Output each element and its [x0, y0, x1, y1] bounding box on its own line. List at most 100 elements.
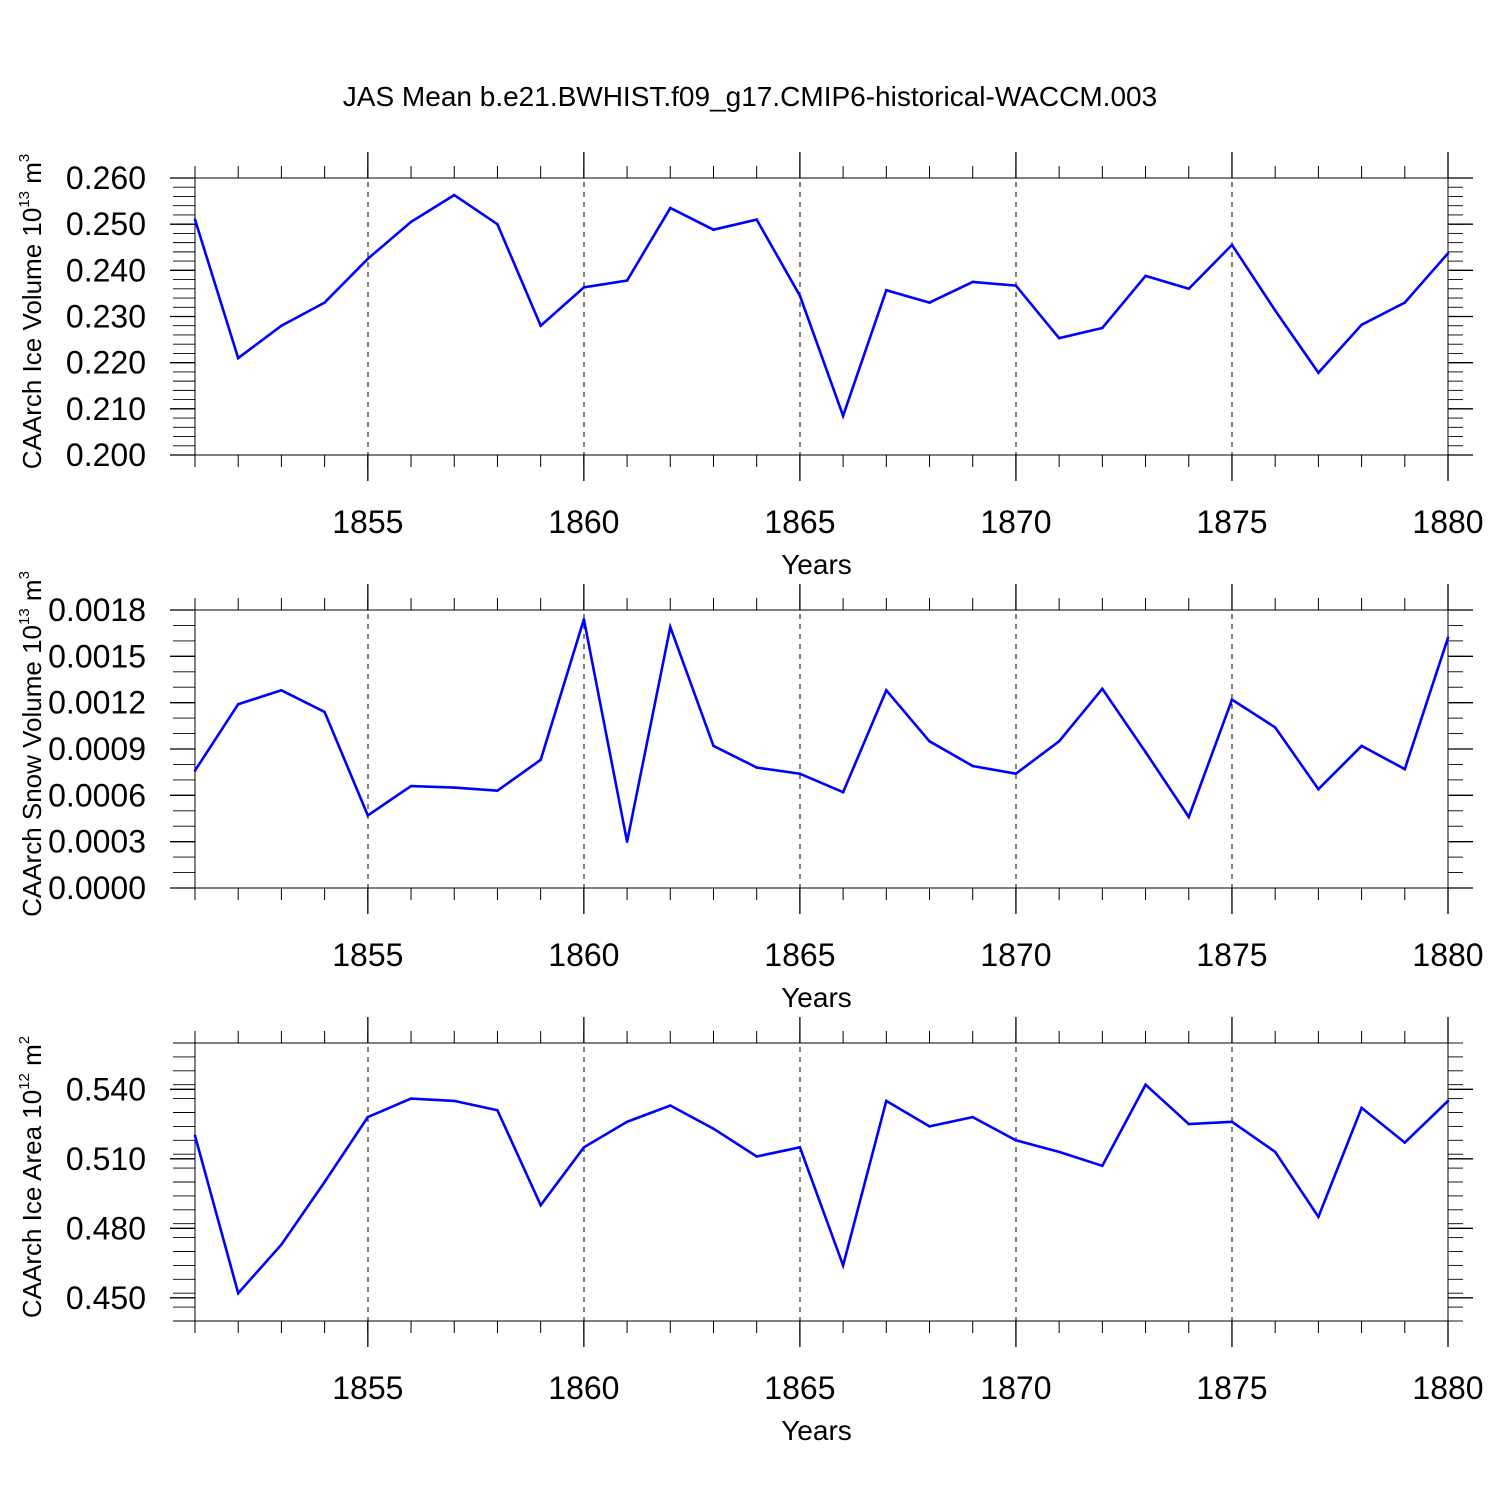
data-point	[280, 324, 283, 328]
y-tick-label: 0.0006	[48, 777, 146, 813]
data-point	[1446, 1099, 1450, 1103]
data-point	[366, 1115, 370, 1119]
x-axis-label: Years	[781, 1415, 852, 1446]
data-point	[1187, 815, 1191, 819]
data-point	[1187, 287, 1191, 291]
series-line-ice_volume	[193, 193, 1449, 420]
data-point	[712, 744, 715, 748]
data-point	[280, 1243, 283, 1246]
data-point	[1230, 243, 1234, 247]
x-tick-label: 1870	[980, 1370, 1051, 1406]
series-line-ice_area	[193, 1082, 1449, 1296]
data-point	[841, 414, 845, 418]
data-point	[366, 257, 370, 261]
data-point	[280, 689, 283, 692]
y-tick-label: 0.240	[66, 252, 146, 288]
y-axis-label-unit-exponent: 3	[16, 154, 33, 162]
y-tick-label: 0.260	[66, 160, 146, 196]
x-tick-label: 1870	[980, 937, 1051, 973]
x-tick-label: 1855	[332, 504, 403, 540]
data-point	[928, 301, 931, 304]
series-line-snow_volume	[193, 618, 1450, 842]
data-point	[971, 1115, 975, 1119]
data-point	[409, 220, 413, 224]
data-point	[712, 1127, 715, 1131]
y-tick-label: 0.0003	[48, 824, 146, 860]
data-point	[841, 790, 845, 794]
data-point	[1317, 371, 1320, 375]
data-point	[1014, 772, 1018, 776]
data-point	[323, 1180, 326, 1184]
data-point	[798, 1145, 802, 1149]
x-tick-label: 1855	[332, 937, 403, 973]
data-point	[885, 1099, 888, 1103]
data-point	[323, 301, 326, 304]
data-point	[928, 739, 931, 743]
data-point	[1101, 326, 1104, 330]
y-axis-label-exponent: 13	[16, 191, 33, 208]
data-point	[452, 786, 456, 789]
data-point	[971, 764, 975, 768]
y-tick-label: 0.480	[66, 1210, 146, 1246]
data-point	[798, 294, 802, 298]
plot-frame	[194, 177, 1449, 456]
x-tick-label: 1855	[332, 1370, 403, 1406]
data-point	[1057, 739, 1061, 743]
data-point	[1446, 251, 1450, 255]
data-point	[798, 772, 802, 776]
y-axis-label-unit: m	[17, 162, 47, 191]
data-point	[1273, 1150, 1277, 1154]
x-tick-label: 1875	[1196, 504, 1267, 540]
y-tick-label: 0.0000	[48, 870, 146, 906]
data-point	[236, 1291, 240, 1295]
y-axis-label-unit-exponent: 2	[16, 1036, 33, 1044]
data-point	[625, 840, 629, 843]
data-point	[1273, 726, 1277, 729]
y-tick-label: 0.0012	[48, 685, 146, 721]
data-point	[409, 1097, 413, 1100]
y-tick-label: 0.540	[66, 1071, 146, 1107]
data-point	[928, 1125, 931, 1128]
data-point	[971, 280, 975, 284]
data-point	[668, 206, 672, 210]
y-axis-label-exponent: 12	[16, 1073, 33, 1090]
y-tick-label: 0.450	[66, 1280, 146, 1316]
data-point	[582, 1145, 586, 1149]
data-point	[755, 218, 758, 221]
y-axis-label: CAArch Ice Volume 1013 m3	[16, 154, 47, 470]
data-point	[1317, 787, 1320, 791]
y-tick-label: 0.0018	[48, 592, 146, 628]
data-point	[452, 193, 456, 197]
data-point	[1057, 336, 1061, 340]
data-point	[323, 710, 326, 714]
x-tick-label: 1865	[764, 504, 835, 540]
y-axis-label-exponent: 13	[16, 608, 33, 625]
y-tick-label: 0.210	[66, 391, 146, 427]
data-point	[409, 784, 413, 788]
data-point	[1014, 284, 1018, 287]
x-tick-label: 1865	[764, 937, 835, 973]
data-point	[193, 769, 197, 772]
y-tick-label: 0.510	[66, 1141, 146, 1177]
data-point	[366, 814, 370, 817]
x-tick-label: 1860	[548, 504, 619, 540]
data-point	[1360, 744, 1363, 748]
data-point	[539, 758, 542, 762]
data-point	[1057, 1150, 1061, 1154]
y-axis-label-unit-exponent: 3	[16, 571, 33, 579]
data-point	[712, 228, 715, 232]
data-point	[1230, 698, 1234, 701]
data-point	[1360, 1106, 1363, 1110]
data-point	[885, 288, 888, 292]
y-tick-label: 0.220	[66, 345, 146, 381]
data-point	[236, 356, 240, 360]
data-point	[1187, 1122, 1191, 1126]
data-point	[885, 689, 888, 692]
x-axis-label: Years	[781, 982, 852, 1013]
panel-ice-volume: 1855 1860 1865 1870 1875 1880 Years 0.200 0.210 0…	[16, 152, 1484, 580]
y-tick-label: 0.0015	[48, 638, 146, 674]
data-point	[1014, 1139, 1018, 1142]
data-point	[539, 1203, 542, 1207]
x-tick-label: 1860	[548, 937, 619, 973]
data-point	[496, 789, 499, 792]
